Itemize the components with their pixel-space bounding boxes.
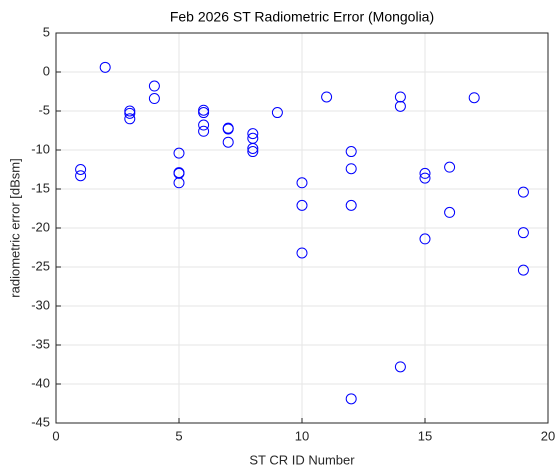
point [394, 91, 406, 103]
point [124, 107, 136, 119]
point [296, 247, 308, 259]
point [419, 167, 431, 179]
point [394, 100, 406, 112]
point [296, 177, 308, 189]
x-tick-label: 10 [295, 428, 309, 443]
point [148, 80, 160, 92]
chart-title: Feb 2026 ST Radiometric Error (Mongolia) [170, 9, 434, 25]
x-tick-label: 0 [52, 428, 59, 443]
point [345, 199, 357, 211]
y-axis-label: radiometric error [dBsm] [7, 158, 22, 297]
y-tick-label: -5 [38, 102, 50, 117]
point [198, 125, 210, 137]
point [148, 93, 160, 105]
point [247, 128, 259, 140]
point [271, 107, 283, 119]
point [517, 186, 529, 198]
x-tick-label: 5 [175, 428, 182, 443]
y-tick-label: -30 [31, 297, 50, 312]
point [124, 105, 136, 117]
point [321, 91, 333, 103]
point [419, 233, 431, 245]
y-tick-label: -45 [31, 414, 50, 429]
x-tick-label: 20 [541, 428, 555, 443]
point [173, 167, 185, 179]
point [345, 146, 357, 158]
point [99, 61, 111, 73]
point [75, 164, 87, 175]
y-tick-label: 0 [43, 63, 50, 78]
point [517, 227, 529, 239]
y-tick-label: -10 [31, 141, 50, 156]
point [444, 206, 456, 218]
point [173, 177, 185, 189]
x-tick-label: 15 [418, 428, 432, 443]
point [198, 104, 210, 116]
point [222, 136, 234, 148]
plot-frame [55, 32, 549, 424]
point [222, 123, 234, 135]
point [198, 107, 210, 119]
point [173, 147, 185, 159]
point [394, 361, 406, 373]
point [345, 163, 357, 175]
point [345, 393, 357, 405]
y-tick-label: -15 [31, 180, 50, 195]
y-tick-label: 5 [43, 24, 50, 39]
y-tick-label: -20 [31, 219, 50, 234]
y-tick-label: -40 [31, 375, 50, 390]
point [296, 199, 308, 211]
x-axis-label: ST CR ID Number [249, 452, 355, 467]
y-tick-label: -35 [31, 336, 50, 351]
y-tick-label: -25 [31, 258, 50, 273]
point [419, 172, 431, 184]
point [198, 119, 210, 131]
point [517, 264, 529, 276]
point [124, 113, 136, 125]
point [444, 161, 456, 173]
point [247, 146, 259, 158]
point [468, 92, 480, 104]
point [75, 170, 87, 182]
point [247, 142, 259, 154]
